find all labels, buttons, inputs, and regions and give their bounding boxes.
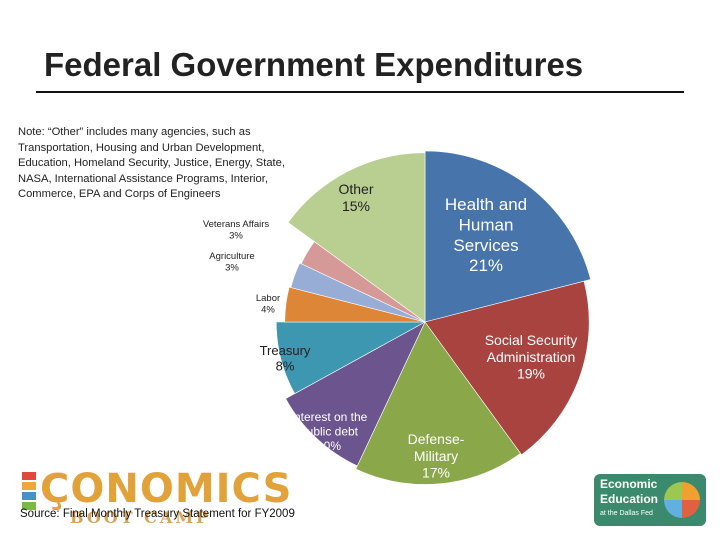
pie-slice-agriculture — [290, 262, 426, 323]
pie-slice-treasury — [275, 321, 426, 395]
pie-label-veterans-affairs: Veterans Affairs 3% — [203, 219, 270, 241]
pie-label-other: Other 15% — [338, 181, 373, 214]
chart-note: Note: “Other” includes many agencies, su… — [18, 126, 285, 201]
pie-label-defense-military: Defense-Military 17% — [408, 431, 465, 481]
logo-line-1: Economic — [600, 477, 658, 491]
pie-label-agriculture: Agriculture 3% — [209, 251, 254, 273]
logo-line-2: Education — [600, 492, 659, 506]
pie-label-health-and-human-services: Health and Human Services 21% — [445, 195, 527, 275]
pie-slice-health-and-human-services — [424, 150, 591, 323]
economic-education-logo: Economic Education at the Dallas Fed — [594, 474, 706, 526]
pie-labels: Health and Human Services 21% Social Securit… — [203, 181, 577, 481]
pie-label-interest-on-the-public-debt: Interest on the public debt 10% — [291, 410, 368, 453]
logo-circle-icon — [664, 482, 700, 518]
page-title: Federal Government Expenditures — [44, 46, 584, 83]
pie-slice-social-security-administration — [424, 280, 590, 456]
logo-line-3: at the Dallas Fed — [600, 510, 653, 517]
pie-label-treasury: Treasury 8% — [260, 343, 311, 374]
pie-slice-interest-on-the-public-debt — [285, 321, 426, 467]
logo-word: ÇONOMICS — [40, 466, 292, 512]
economics-bootcamp-logo: ÇONOMICS BOOT CAMP — [22, 466, 291, 527]
logo-word-text: ÇONOMICS — [40, 466, 293, 512]
title-underline — [36, 91, 684, 93]
logo-subtitle: BOOT CAMP — [70, 508, 212, 527]
pie-slice-other — [287, 152, 426, 323]
pie-label-labor: Labor 4% — [256, 293, 280, 315]
pie-slice-defense-military — [355, 321, 521, 485]
logo-bars-icon — [22, 472, 36, 510]
source-note: Source: Final Monthly Treasury Statement… — [20, 508, 295, 520]
pie-label-social-security-administration: Social Security Administration 19% — [485, 332, 578, 382]
pie-slices — [275, 150, 591, 485]
